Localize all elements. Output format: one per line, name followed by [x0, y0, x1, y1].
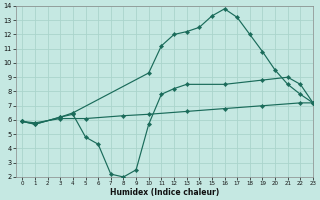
- X-axis label: Humidex (Indice chaleur): Humidex (Indice chaleur): [110, 188, 219, 197]
